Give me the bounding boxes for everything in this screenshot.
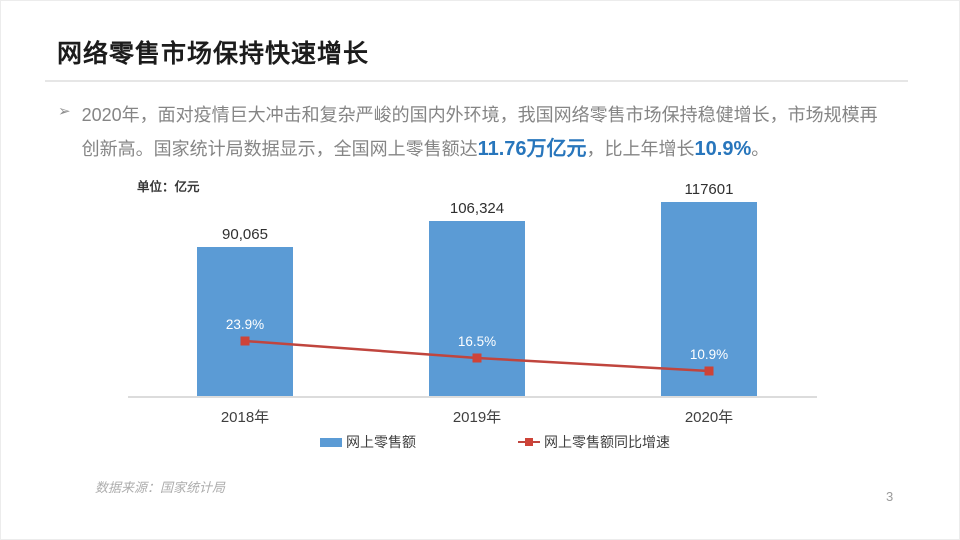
arrow-bullet-icon: ➢	[58, 103, 71, 120]
page-title: 网络零售市场保持快速增长	[57, 40, 370, 68]
line-value-label: 23.9%	[225, 317, 265, 332]
body-paragraph: ➢ 2020年，面对疫情巨大冲击和复杂严峻的国内外环境，我国网络零售市场保持稳健…	[58, 98, 913, 166]
highlight-growth-rate: 10.9%	[694, 138, 752, 160]
bar-value-label: 106,324	[449, 200, 505, 217]
combo-chart: 90,065 2018年 106,324 2019年 117601 2020年 23.9% 1…	[128, 170, 817, 426]
title-divider	[45, 80, 908, 82]
line-value-label: 10.9%	[689, 347, 729, 362]
paragraph-line1: 2020年，面对疫情巨大冲击和复杂严峻的国内外环境，我国网络零售市场保持稳健增长…	[81, 105, 878, 125]
line-swatch-marker	[525, 438, 533, 446]
line-value-label: 16.5%	[457, 334, 497, 349]
bar-2019年	[429, 221, 525, 396]
chart-unit-label: 单位：亿元	[137, 180, 200, 194]
x-axis-label: 2018年	[220, 409, 270, 426]
bar-value-label: 117601	[684, 181, 734, 198]
bar-value-label: 90,065	[222, 226, 268, 243]
bar-2020年	[661, 202, 757, 396]
legend-item-line: 网上零售额同比增速	[518, 432, 670, 452]
data-source-note: 数据来源：国家统计局	[95, 480, 226, 495]
paragraph-line2-end: 。	[751, 139, 770, 159]
page-number: 3	[886, 489, 894, 504]
x-axis-label: 2020年	[684, 409, 734, 426]
x-axis-label: 2019年	[452, 409, 502, 426]
x-axis-line	[128, 396, 817, 398]
legend-label-line: 网上零售额同比增速	[544, 434, 670, 450]
line-swatch-icon	[518, 437, 540, 447]
paragraph-line2-mid: ，比上年增长	[586, 139, 695, 159]
paragraph-line2-pre: 创新高。国家统计局数据显示，全国网上零售额达	[81, 139, 478, 159]
bar-swatch-icon	[320, 437, 342, 447]
highlight-retail-amount: 11.76万亿元	[477, 138, 587, 160]
legend-label-bar: 网上零售额	[346, 434, 416, 450]
paragraph-text: 2020年，面对疫情巨大冲击和复杂严峻的国内外环境，我国网络零售市场保持稳健增长…	[82, 98, 878, 166]
legend-item-bar: 网上零售额	[320, 432, 416, 452]
